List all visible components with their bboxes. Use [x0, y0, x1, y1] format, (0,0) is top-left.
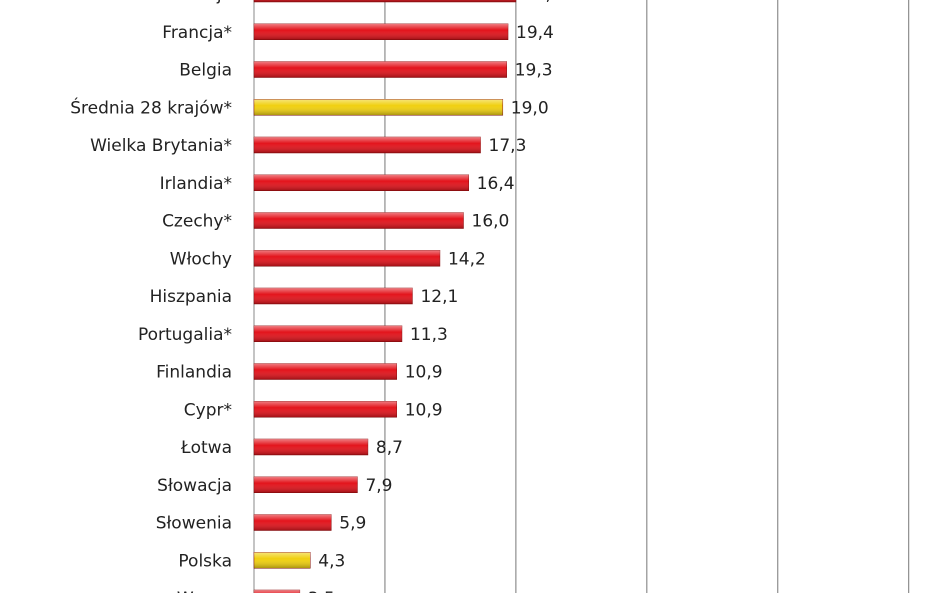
- bar-shine: [254, 476, 358, 493]
- value-label: 16,0: [472, 212, 510, 232]
- category-label: Węgry: [177, 589, 232, 593]
- bar-shine: [254, 325, 402, 342]
- category-label: Irlandia*: [160, 174, 232, 194]
- category-label: Belgia: [179, 61, 232, 81]
- value-label: 4,3: [318, 551, 345, 571]
- category-label: Słowenia: [156, 514, 232, 534]
- value-label: 5,9: [339, 514, 366, 534]
- value-label: 8,7: [376, 438, 403, 458]
- value-label: 19,4: [516, 23, 554, 43]
- value-label: 20,0: [524, 0, 562, 5]
- value-label: 7,9: [365, 476, 392, 496]
- value-label: 10,9: [405, 400, 443, 420]
- bar-shine: [254, 514, 332, 531]
- bar-shine: [254, 288, 413, 304]
- category-label: Hiszpania: [150, 287, 232, 307]
- value-label: 19,0: [511, 98, 549, 118]
- bar-shine: [254, 439, 368, 455]
- value-label: 11,3: [410, 325, 448, 345]
- category-label: Czechy*: [162, 212, 232, 232]
- value-label: 3,5: [308, 589, 335, 593]
- bar-shine: [254, 590, 300, 593]
- value-label: 17,3: [489, 136, 527, 156]
- bar-shine: [254, 552, 311, 569]
- value-label: 19,3: [515, 61, 553, 81]
- bar-shine: [254, 250, 440, 267]
- bar-shine: [254, 174, 469, 191]
- category-label: Portugalia*: [138, 325, 232, 345]
- category-label: Włochy: [170, 249, 232, 269]
- value-label: 14,2: [448, 249, 486, 269]
- category-label: Słowacja: [157, 476, 232, 496]
- category-label: Francja*: [162, 23, 232, 43]
- category-label: Grecja: [177, 0, 232, 5]
- bar-shine: [254, 212, 464, 229]
- bar-shine: [254, 363, 397, 380]
- category-label: Średnia 28 krajów*: [70, 96, 232, 118]
- bar-shine: [254, 137, 481, 153]
- category-label: Cypr*: [184, 400, 232, 420]
- bar-shine: [254, 61, 507, 78]
- bar-shine: [254, 23, 509, 40]
- category-label: Wielka Brytania*: [90, 136, 232, 156]
- bar-shine: [254, 0, 516, 2]
- category-label: Polska: [178, 551, 232, 571]
- bar-shine: [254, 401, 397, 418]
- category-label: Łotwa: [180, 438, 232, 458]
- value-label: 16,4: [477, 174, 515, 194]
- value-label: 10,9: [405, 363, 443, 383]
- value-label: 12,1: [420, 287, 458, 307]
- bar-shine: [254, 99, 503, 116]
- category-label: Finlandia: [156, 363, 232, 383]
